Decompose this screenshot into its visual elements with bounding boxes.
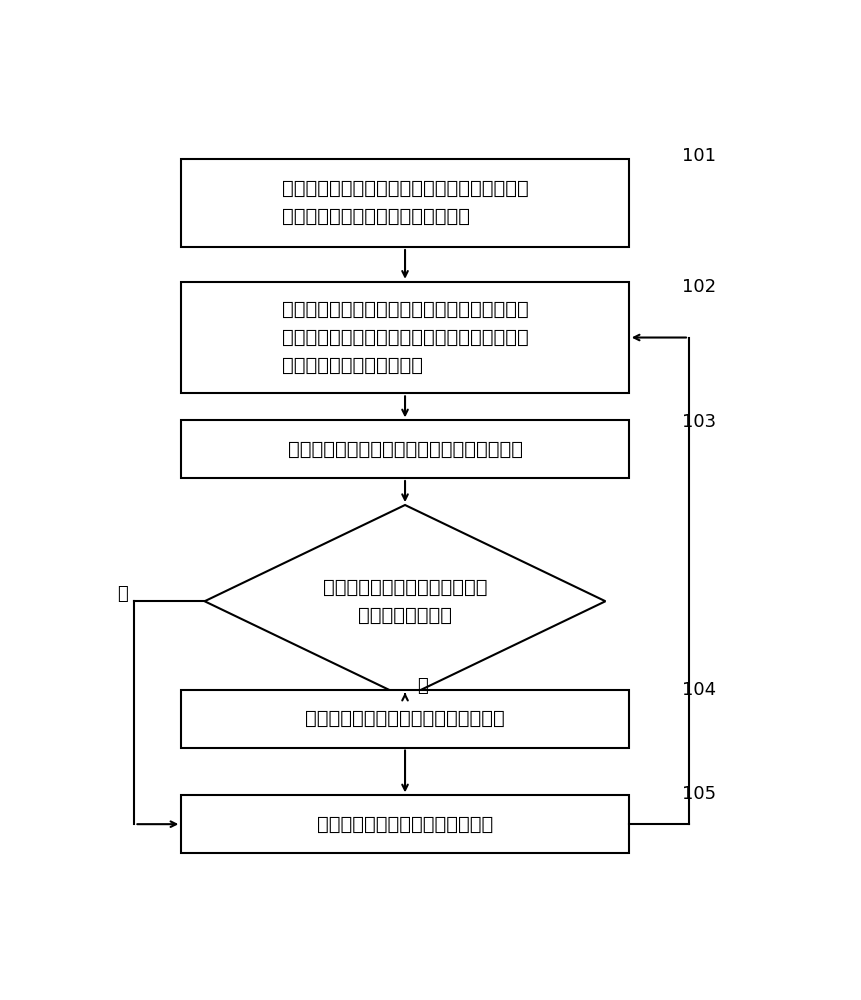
Polygon shape	[204, 505, 604, 698]
Text: 102: 102	[682, 278, 715, 296]
Text: 计算第二运行频率对应的冷端系统第二净功率: 计算第二运行频率对应的冷端系统第二净功率	[288, 440, 522, 459]
Bar	[181, 690, 629, 748]
Text: 冷端系统第二净功率是否大于冷
端系统第一净功率: 冷端系统第二净功率是否大于冷 端系统第一净功率	[322, 578, 486, 625]
Text: 103: 103	[682, 413, 715, 431]
Text: 令第一运行频率等于第二运行频率: 令第一运行频率等于第二运行频率	[317, 815, 492, 834]
Text: 获取空冷凝汽器冷却风机的第一运行频率和第一
运行频率对应的冷端系统第一净功率: 获取空冷凝汽器冷却风机的第一运行频率和第一 运行频率对应的冷端系统第一净功率	[282, 179, 528, 226]
Bar	[181, 159, 629, 247]
Text: 101: 101	[682, 147, 715, 165]
Bar	[181, 420, 629, 478]
Text: 105: 105	[682, 785, 715, 803]
Text: 是: 是	[117, 585, 127, 603]
Text: 将第一运行频率作为当前最优运行频率: 将第一运行频率作为当前最优运行频率	[305, 709, 505, 728]
Bar	[181, 795, 629, 853]
Bar	[181, 282, 629, 393]
Text: 对第一运行频率进行预设变化量的频率调整，得
到第二运行频率，其中，第一运行频率和第二运
行频率均在预设频率范围内: 对第一运行频率进行预设变化量的频率调整，得 到第二运行频率，其中，第一运行频率和…	[282, 300, 528, 375]
Text: 否: 否	[417, 677, 427, 695]
Text: 104: 104	[682, 681, 715, 699]
